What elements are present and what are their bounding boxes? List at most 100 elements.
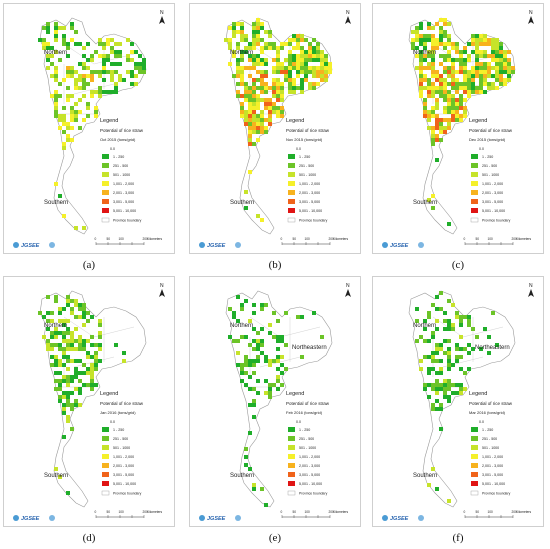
legend-swatch	[288, 445, 295, 450]
grid-cell	[74, 30, 78, 34]
grid-cell	[58, 94, 62, 98]
grid-cell	[455, 106, 459, 110]
grid-cell	[467, 94, 471, 98]
grid-cell	[82, 311, 86, 315]
region-label-northeast: Northeastern	[475, 345, 510, 351]
grid-cell	[78, 379, 82, 383]
svg-text:JGSEE: JGSEE	[21, 516, 40, 522]
svg-text:Kilometers: Kilometers	[333, 510, 348, 514]
grid-cell	[228, 307, 232, 311]
grid-cell	[252, 487, 256, 491]
grid-cell	[228, 26, 232, 30]
legend-title: Legend	[286, 391, 304, 397]
grid-cell	[439, 30, 443, 34]
grid-cell	[415, 54, 419, 58]
grid-cell	[82, 94, 86, 98]
grid-cell	[272, 70, 276, 74]
grid-cell	[38, 311, 42, 315]
grid-cell	[491, 58, 495, 62]
grid-cell	[463, 58, 467, 62]
grid-cell	[256, 58, 260, 62]
grid-cell	[62, 307, 66, 311]
grid-cell	[419, 94, 423, 98]
grid-cell	[320, 78, 324, 82]
scale-bar: 0 50 100 200 Kilometers	[464, 237, 531, 245]
grid-cell	[415, 34, 419, 38]
grid-cell	[435, 114, 439, 118]
grid-cell	[236, 70, 240, 74]
grid-cell	[82, 66, 86, 70]
grid-cell	[70, 94, 74, 98]
grid-cell	[280, 339, 284, 343]
grid-cell	[240, 307, 244, 311]
grid-cell	[280, 66, 284, 70]
grid-cell	[252, 54, 256, 58]
grid-cell	[499, 50, 503, 54]
grid-cell	[316, 66, 320, 70]
legend-class-label: 3,001 - 5,000	[482, 473, 503, 477]
grid-cell	[280, 98, 284, 102]
grid-cell	[256, 70, 260, 74]
grid-cell	[459, 86, 463, 90]
svg-text:200: 200	[329, 237, 335, 241]
grid-cell	[110, 38, 114, 42]
grid-cell	[54, 379, 58, 383]
grid-cell	[435, 407, 439, 411]
grid-cell	[479, 78, 483, 82]
legend-boundary-label: Province boundary	[482, 492, 511, 496]
grid-cell	[296, 74, 300, 78]
grid-cell	[260, 58, 264, 62]
grid-cell	[86, 371, 90, 375]
grid-cell	[98, 86, 102, 90]
grid-cell	[423, 66, 427, 70]
grid-cell	[435, 102, 439, 106]
grid-cell	[443, 118, 447, 122]
grid-cell	[483, 34, 487, 38]
grid-cell	[58, 387, 62, 391]
grid-cell	[280, 355, 284, 359]
grid-cell	[142, 66, 146, 70]
grid-cell	[90, 343, 94, 347]
grid-cell	[62, 363, 66, 367]
legend-month: Oct 2015 (tons/grid)	[100, 137, 136, 142]
grid-cell	[256, 42, 260, 46]
grid-cell	[248, 359, 252, 363]
legend-swatch	[471, 181, 478, 186]
grid-cell	[114, 86, 118, 90]
svg-text:100: 100	[305, 237, 311, 241]
grid-cell	[74, 367, 78, 371]
grid-cell	[50, 94, 54, 98]
grid-cell	[78, 62, 82, 66]
grid-cell	[66, 303, 70, 307]
legend-class-label: 251 - 500	[482, 164, 497, 168]
grid-cell	[451, 303, 455, 307]
grid-cell	[236, 90, 240, 94]
caption-f: (f)	[452, 532, 464, 544]
legend-swatch	[471, 172, 478, 177]
grid-cell	[495, 86, 499, 90]
grid-cell	[82, 383, 86, 387]
grid-cell	[447, 118, 451, 122]
grid-cell	[62, 38, 66, 42]
grid-cell	[276, 110, 280, 114]
grid-cell	[451, 86, 455, 90]
legend-class-label: 5,001 - 10,000	[299, 482, 322, 486]
grid-cell	[264, 70, 268, 74]
grid-cell	[142, 70, 146, 74]
grid-cell	[236, 351, 240, 355]
grid-cell	[58, 114, 62, 118]
grid-cell	[415, 46, 419, 50]
grid-cell	[423, 102, 427, 106]
grid-cell	[443, 106, 447, 110]
grid-cell	[455, 82, 459, 86]
legend-class-label: 1,001 - 2,000	[482, 182, 503, 186]
scale-bar: 0 50 100 200 Kilometers	[281, 510, 348, 518]
grid-cell	[280, 86, 284, 90]
grid-cell	[66, 339, 70, 343]
legend-swatch	[471, 472, 478, 477]
grid-cell	[475, 38, 479, 42]
grid-cell	[42, 315, 46, 319]
grid-cell	[435, 86, 439, 90]
